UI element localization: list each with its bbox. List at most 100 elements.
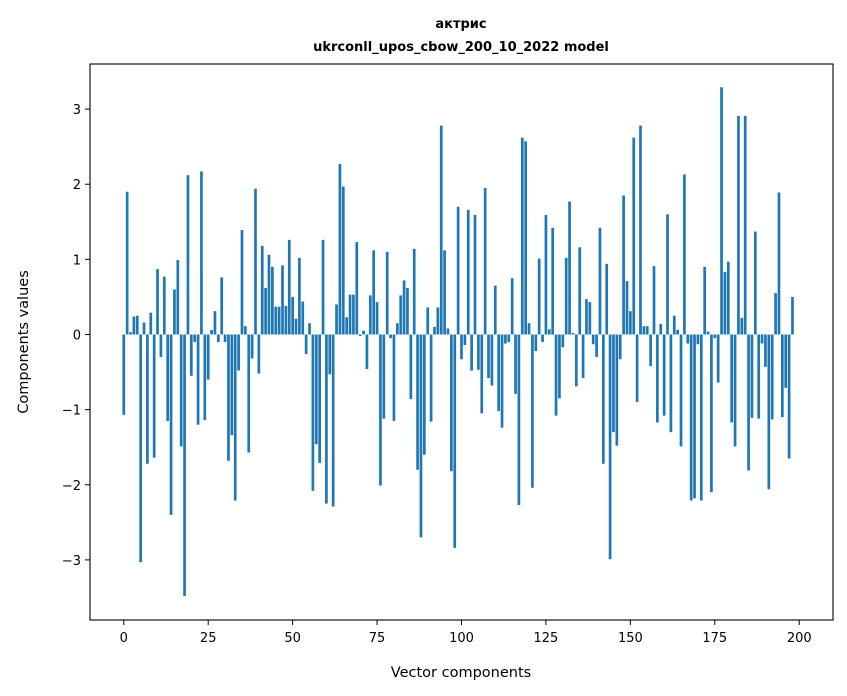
bar-21	[193, 334, 197, 342]
bar-13	[166, 334, 170, 421]
y-tick-label--1: −1	[62, 404, 81, 419]
bar-67	[348, 294, 352, 335]
bar-132	[568, 201, 571, 335]
y-tick-label--3: −3	[62, 554, 81, 569]
bar-58	[318, 334, 321, 463]
bar-86	[412, 248, 416, 335]
bar-151	[632, 137, 636, 335]
bar-106	[480, 334, 484, 414]
bar-166	[683, 174, 686, 335]
bar-76	[379, 334, 382, 486]
bar-20	[189, 334, 193, 376]
plot-area-frame	[89, 63, 834, 621]
bar-139	[591, 334, 595, 345]
bar-116	[514, 334, 517, 394]
bar-5	[139, 334, 143, 563]
bar-193	[774, 293, 777, 335]
bar-137	[585, 299, 588, 335]
bar-158	[656, 334, 659, 423]
bar-183	[740, 317, 744, 335]
bar-127	[551, 227, 555, 335]
bar-4	[135, 315, 139, 335]
bar-189	[760, 334, 764, 344]
bar-33	[233, 334, 237, 501]
bar-161	[666, 214, 669, 335]
bar-27	[213, 311, 217, 335]
bar-72	[365, 334, 369, 370]
bar-146	[615, 334, 619, 446]
bar-162	[669, 334, 673, 433]
bar-157	[652, 266, 656, 335]
x-axis-label: Vector components	[391, 665, 531, 681]
bar-12	[162, 276, 166, 335]
bar-155	[645, 326, 649, 335]
bar-103	[470, 334, 473, 371]
bar-74	[372, 250, 376, 335]
bar-29	[220, 277, 224, 335]
bar-115	[510, 278, 514, 335]
bar-63	[335, 304, 338, 335]
bar-1	[125, 191, 129, 335]
bar-168	[689, 334, 693, 501]
bar-88	[419, 334, 423, 538]
chart-title-line2: ukrconll_upos_cbow_200_10_2022 model	[313, 40, 609, 55]
bar-108	[487, 334, 490, 379]
bar-144	[608, 334, 612, 560]
bar-140	[595, 334, 598, 358]
bar-163	[672, 315, 676, 335]
bar-28	[216, 334, 220, 342]
bar-141	[598, 227, 602, 335]
bar-65	[341, 186, 345, 335]
bar-43	[267, 254, 271, 335]
bar-81	[395, 323, 399, 335]
bar-191	[767, 334, 771, 490]
bar-99	[456, 206, 460, 335]
x-tick-label-25: 25	[200, 631, 217, 646]
bar-174	[710, 334, 713, 493]
bar-15	[173, 289, 176, 335]
bar-143	[605, 263, 609, 335]
bar-11	[159, 334, 163, 358]
bar-117	[517, 334, 521, 506]
y-tick-label-0: 0	[73, 328, 81, 343]
bar-83	[402, 280, 406, 335]
bar-10	[156, 269, 159, 335]
x-tick-label-0: 0	[120, 631, 128, 646]
bar-37	[247, 334, 251, 453]
bar-133	[571, 332, 575, 335]
bar-175	[713, 334, 717, 339]
bar-177	[720, 87, 723, 335]
bar-8	[149, 312, 153, 335]
bar-84	[406, 287, 409, 335]
bar-165	[679, 334, 683, 447]
bar-82	[399, 295, 403, 335]
bar-169	[693, 334, 696, 499]
bar-23	[200, 171, 203, 335]
bar-38	[250, 334, 254, 359]
bar-119	[524, 141, 528, 335]
bar-145	[612, 334, 615, 433]
x-tick-label-100: 100	[449, 631, 474, 646]
bar-46	[277, 306, 281, 335]
bar-170	[696, 334, 700, 345]
bar-113	[504, 334, 507, 344]
x-tick-label-50: 50	[284, 631, 301, 646]
bar-123	[537, 258, 541, 335]
bar-173	[706, 331, 710, 335]
bar-89	[423, 334, 426, 455]
bar-44	[271, 266, 274, 335]
x-tick-label-150: 150	[618, 631, 643, 646]
bar-64	[338, 163, 342, 335]
bar-14	[169, 334, 173, 515]
bar-184	[743, 115, 747, 335]
bar-167	[686, 334, 690, 344]
bar-182	[737, 115, 740, 335]
bar-9	[152, 334, 156, 458]
bar-172	[703, 266, 707, 335]
bar-26	[210, 329, 213, 335]
bar-62	[331, 334, 335, 507]
bar-87	[416, 334, 419, 470]
bar-195	[780, 334, 784, 418]
bar-85	[409, 334, 413, 400]
bar-138	[588, 302, 592, 335]
